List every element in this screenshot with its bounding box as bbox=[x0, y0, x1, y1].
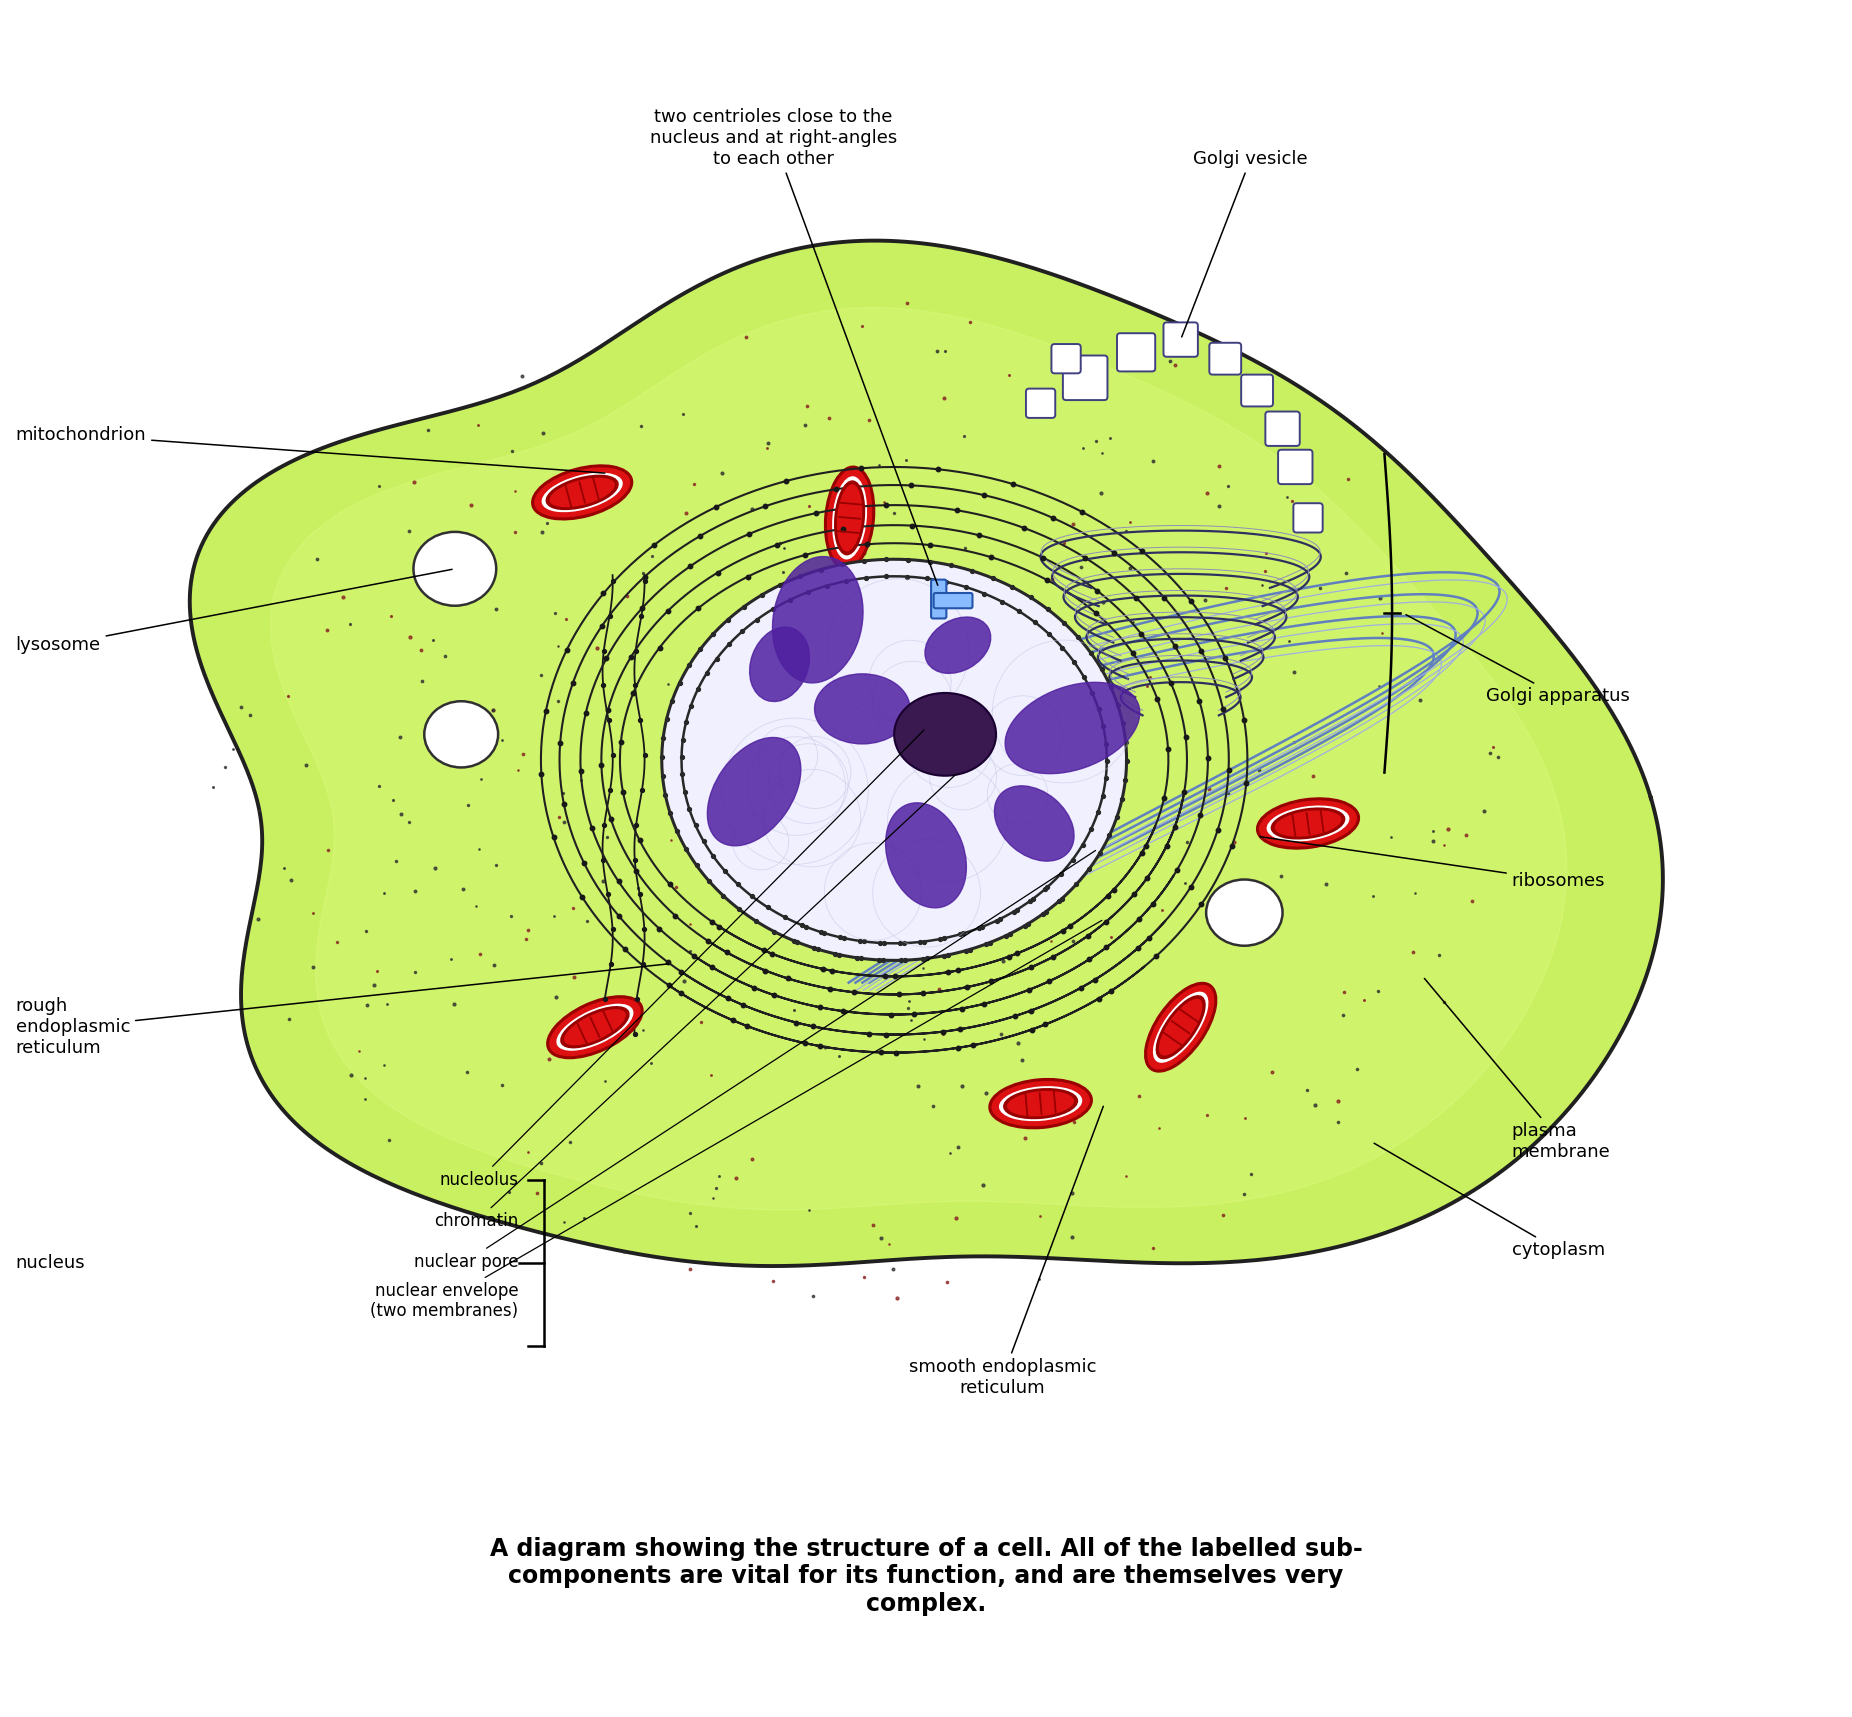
Ellipse shape bbox=[772, 556, 863, 683]
Ellipse shape bbox=[750, 627, 809, 702]
Ellipse shape bbox=[556, 1004, 633, 1051]
Ellipse shape bbox=[1006, 682, 1139, 774]
Ellipse shape bbox=[720, 797, 750, 864]
Ellipse shape bbox=[541, 472, 622, 512]
Ellipse shape bbox=[1006, 1090, 1076, 1118]
Text: plasma
membrane: plasma membrane bbox=[1424, 979, 1611, 1161]
Ellipse shape bbox=[563, 1008, 626, 1046]
Ellipse shape bbox=[1206, 879, 1283, 946]
Text: mitochondrion: mitochondrion bbox=[15, 426, 606, 474]
Ellipse shape bbox=[895, 694, 996, 776]
Ellipse shape bbox=[835, 484, 863, 553]
Polygon shape bbox=[270, 307, 1567, 1210]
Ellipse shape bbox=[413, 532, 496, 606]
Text: two centrioles close to the
nucleus and at right-angles
to each other: two centrioles close to the nucleus and … bbox=[650, 108, 937, 585]
Ellipse shape bbox=[885, 804, 967, 908]
Ellipse shape bbox=[533, 465, 632, 519]
FancyBboxPatch shape bbox=[1293, 503, 1322, 532]
Text: ribosomes: ribosomes bbox=[1259, 836, 1606, 889]
Ellipse shape bbox=[424, 701, 498, 767]
Ellipse shape bbox=[989, 1080, 1091, 1128]
Ellipse shape bbox=[998, 1087, 1082, 1121]
Ellipse shape bbox=[826, 467, 874, 568]
Ellipse shape bbox=[1004, 1089, 1078, 1118]
FancyBboxPatch shape bbox=[1265, 412, 1300, 446]
Text: lysosome: lysosome bbox=[15, 570, 452, 654]
Polygon shape bbox=[685, 579, 1104, 941]
FancyBboxPatch shape bbox=[932, 580, 946, 618]
Text: smooth endoplasmic
reticulum: smooth endoplasmic reticulum bbox=[909, 1106, 1104, 1398]
FancyBboxPatch shape bbox=[1026, 388, 1056, 417]
Ellipse shape bbox=[815, 673, 909, 743]
Ellipse shape bbox=[1274, 809, 1343, 838]
Ellipse shape bbox=[1158, 998, 1204, 1056]
Ellipse shape bbox=[1272, 809, 1345, 838]
Text: Golgi vesicle: Golgi vesicle bbox=[1182, 149, 1308, 337]
Ellipse shape bbox=[707, 738, 800, 846]
Ellipse shape bbox=[719, 793, 750, 865]
Text: rough
endoplasmic
reticulum: rough endoplasmic reticulum bbox=[15, 963, 669, 1058]
FancyBboxPatch shape bbox=[1052, 343, 1082, 373]
FancyBboxPatch shape bbox=[1278, 450, 1313, 484]
Ellipse shape bbox=[1146, 984, 1217, 1071]
Ellipse shape bbox=[995, 786, 1074, 862]
Ellipse shape bbox=[1267, 805, 1350, 841]
Polygon shape bbox=[189, 240, 1663, 1265]
FancyBboxPatch shape bbox=[1063, 355, 1107, 400]
Ellipse shape bbox=[548, 996, 643, 1058]
Ellipse shape bbox=[832, 476, 867, 560]
FancyBboxPatch shape bbox=[1117, 333, 1156, 371]
Polygon shape bbox=[661, 560, 1126, 960]
Ellipse shape bbox=[1158, 996, 1206, 1058]
Polygon shape bbox=[682, 577, 1107, 943]
Text: nucleolus: nucleolus bbox=[439, 730, 924, 1190]
Text: nuclear envelope
(two membranes): nuclear envelope (two membranes) bbox=[370, 920, 1102, 1320]
FancyBboxPatch shape bbox=[1209, 343, 1241, 374]
Text: Golgi apparatus: Golgi apparatus bbox=[1406, 615, 1630, 706]
Ellipse shape bbox=[717, 788, 754, 871]
Text: chromatin: chromatin bbox=[433, 774, 956, 1231]
Ellipse shape bbox=[709, 780, 761, 879]
Text: A diagram showing the structure of a cell. All of the labelled sub-
components a: A diagram showing the structure of a cel… bbox=[489, 1537, 1363, 1616]
Text: nuclear pore: nuclear pore bbox=[413, 850, 1096, 1271]
FancyBboxPatch shape bbox=[1163, 323, 1198, 357]
Ellipse shape bbox=[1258, 798, 1359, 848]
Text: nucleus: nucleus bbox=[15, 1253, 85, 1272]
Ellipse shape bbox=[924, 616, 991, 673]
FancyBboxPatch shape bbox=[1241, 374, 1272, 407]
Ellipse shape bbox=[546, 476, 619, 510]
Ellipse shape bbox=[548, 477, 617, 508]
Ellipse shape bbox=[835, 481, 865, 555]
Text: cytoplasm: cytoplasm bbox=[1374, 1144, 1606, 1259]
Ellipse shape bbox=[1154, 992, 1209, 1063]
FancyBboxPatch shape bbox=[933, 592, 972, 608]
Ellipse shape bbox=[561, 1006, 628, 1047]
